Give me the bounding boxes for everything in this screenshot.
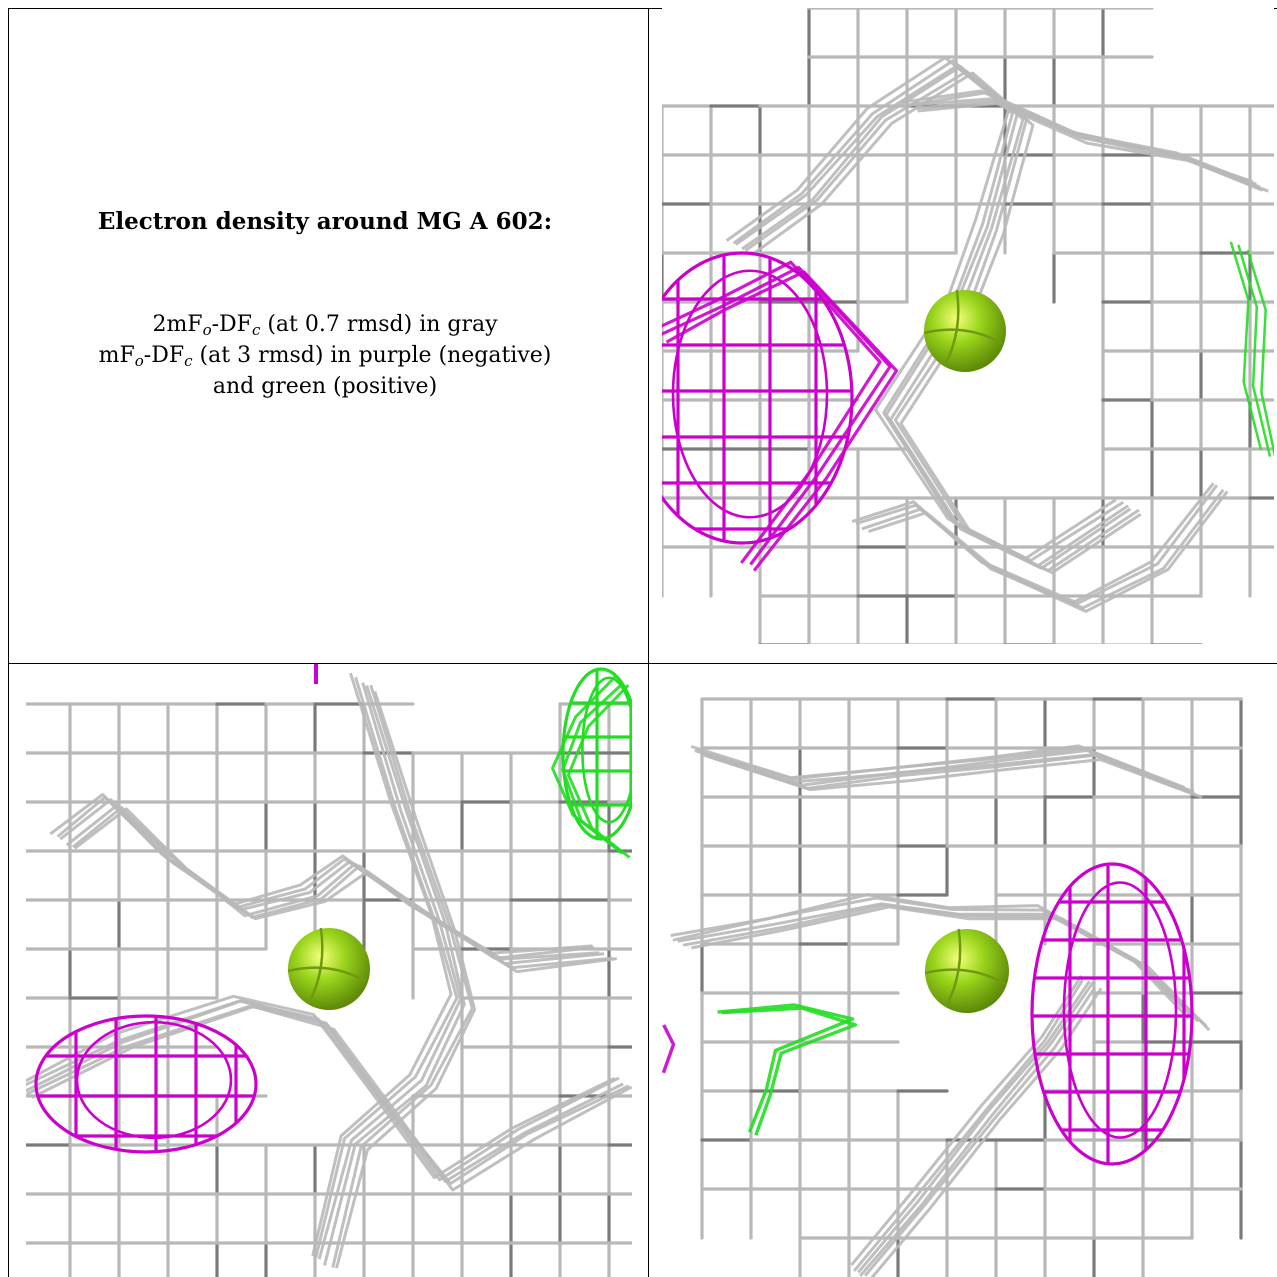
negative-density-mesh (34, 1014, 258, 1154)
density-mesh-contour (331, 684, 474, 1268)
negative-density-mesh (662, 251, 854, 545)
density-mesh-contour (311, 672, 453, 1257)
magnesium-ion-sphere-seam (287, 966, 367, 983)
density-mesh-contour (73, 807, 617, 974)
negative-density-mesh (671, 269, 829, 519)
positive-density-mesh (561, 667, 632, 841)
density-mesh-contour (26, 1004, 630, 1186)
figure-grid: Electron density around MG A 602: 2mFo-D… (0, 8, 1277, 1277)
negative-density-mesh (1030, 862, 1194, 1166)
density-view-bottom-left (26, 664, 632, 1277)
caption-line-2fofc: 2mFo-DFc (at 0.7 rmsd) in gray (152, 312, 498, 339)
density-mesh-contour (662, 1024, 676, 1074)
density-view-bottom-right (662, 664, 1274, 1277)
density-mesh-contour (709, 755, 1203, 799)
density-mesh-contour (317, 682, 462, 1260)
magnesium-ion-sphere-seam (924, 968, 1006, 985)
density-mesh-contour (721, 1006, 858, 1136)
mesh-canvas-top-right (662, 8, 1274, 644)
density-mesh-contour (665, 270, 899, 572)
figure-caption: Electron density around MG A 602: 2mFo-D… (20, 208, 630, 402)
caption-line-colors: and green (positive) (212, 374, 438, 399)
density-mesh-contour (314, 676, 459, 1258)
density-mesh-contour (870, 987, 1103, 1277)
caption-line-fofc: mFo-DFc (at 3 rmsd) in purple (negative) (98, 343, 552, 370)
density-mesh-contour (850, 974, 1083, 1267)
density-mesh-contour (690, 744, 1181, 790)
density-mesh-contour (682, 903, 1208, 1028)
density-mesh-contour (691, 905, 1211, 1032)
density-mesh-contour (914, 99, 1264, 192)
density-mesh-contour (750, 71, 1142, 575)
density-mesh-contour (662, 260, 882, 564)
positive-density-mesh (581, 676, 632, 824)
density-mesh-contour (852, 979, 1084, 1272)
density-mesh-contour (917, 101, 1269, 193)
density-mesh-contour (867, 490, 1229, 613)
density-mesh-contour (335, 690, 477, 1269)
density-mesh-contour (26, 994, 616, 1180)
density-mesh-contour (1237, 244, 1272, 457)
negative-density-mesh (1062, 881, 1178, 1139)
mesh-canvas-bottom-left (26, 664, 632, 1277)
density-mesh-contour (1229, 241, 1263, 450)
left-border (8, 8, 9, 1277)
caption-title: Electron density around MG A 602: (97, 208, 553, 235)
center-divider (648, 8, 649, 1277)
density-mesh-contour (732, 59, 1125, 562)
density-mesh-contour (717, 1003, 855, 1133)
middle-divider (8, 663, 1277, 664)
density-mesh-contour (1246, 249, 1274, 458)
magnesium-ion-sphere-seam (923, 328, 1003, 345)
mesh-canvas-bottom-right (662, 697, 1243, 1277)
density-mesh-contour (323, 685, 466, 1266)
negative-density-mesh (75, 1020, 233, 1140)
density-mesh-contour (857, 980, 1091, 1274)
density-mesh-contour (26, 999, 620, 1182)
top-border (8, 8, 1277, 9)
density-mesh-contour (863, 986, 1096, 1277)
density-mesh-contour (31, 1005, 632, 1192)
density-mesh-contour (855, 484, 1219, 605)
density-view-top-right (662, 8, 1274, 644)
